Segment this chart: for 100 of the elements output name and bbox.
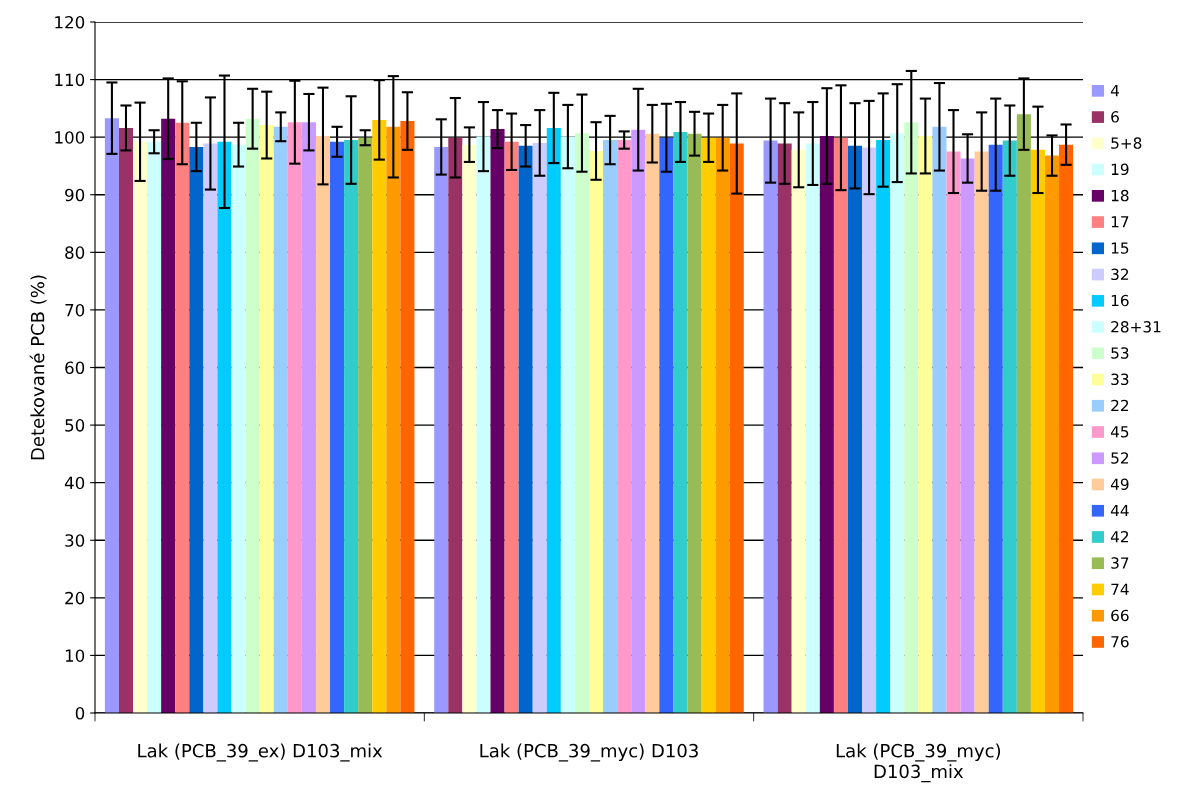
- y-tick-label: 10: [65, 649, 85, 662]
- legend-label: 18: [1111, 189, 1129, 202]
- bar: [217, 141, 232, 713]
- x-tick-label: Lak (PCB_39_myc) D103_mix: [836, 743, 1001, 783]
- legend-label: 37: [1111, 557, 1129, 569]
- bar: [791, 149, 806, 713]
- bar: [819, 136, 834, 713]
- bar: [1030, 149, 1045, 713]
- legend-label: 28+31: [1111, 321, 1161, 333]
- bar: [715, 137, 730, 713]
- bar: [344, 140, 359, 713]
- legend-label: 32: [1111, 268, 1129, 281]
- bar: [960, 158, 975, 713]
- bar: [904, 122, 919, 713]
- bar: [890, 133, 905, 713]
- bar: [1044, 155, 1060, 713]
- bar: [462, 144, 477, 713]
- bar: [301, 122, 316, 713]
- bar: [434, 146, 449, 713]
- y-tick-label: 40: [64, 476, 85, 490]
- bar: [448, 137, 463, 713]
- bar: [805, 143, 820, 713]
- bar: [476, 136, 491, 713]
- bar: [400, 121, 415, 713]
- bar: [946, 151, 961, 713]
- y-tick-label: 60: [65, 361, 85, 375]
- bar: [231, 144, 246, 713]
- bar: [490, 129, 505, 713]
- bar: [386, 126, 401, 713]
- x-tick-label: Lak (PCB_39_ex) D103_mix: [138, 743, 383, 762]
- legend-label: 4: [1110, 85, 1120, 97]
- y-tick-label: 100: [55, 131, 85, 144]
- bar: [876, 140, 891, 713]
- bar: [245, 118, 260, 713]
- bar: [504, 141, 519, 713]
- y-tick-label: 110: [55, 73, 85, 87]
- bar: [988, 144, 1003, 713]
- legend-label: 44: [1110, 504, 1129, 517]
- legend-label: 66: [1111, 609, 1129, 622]
- bar: [118, 127, 134, 713]
- bar: [659, 137, 674, 713]
- bar: [133, 141, 148, 713]
- bar: [603, 140, 618, 713]
- bar: [701, 137, 716, 713]
- y-tick-label: 0: [75, 706, 85, 720]
- bar: [147, 141, 162, 713]
- bar: [862, 147, 877, 713]
- legend-label: 5+8: [1111, 137, 1142, 149]
- y-tick-label: 120: [55, 15, 85, 29]
- legend-label: 16: [1111, 294, 1129, 307]
- bar: [546, 127, 561, 713]
- bar: [372, 119, 387, 713]
- bar: [918, 136, 933, 713]
- bar: [974, 151, 989, 713]
- legend-label: 74: [1111, 583, 1129, 595]
- legend-label: 15: [1111, 242, 1129, 254]
- bar: [589, 150, 604, 713]
- bar: [315, 136, 331, 713]
- legend-label: 22: [1111, 399, 1129, 412]
- y-axis-title: Detekované PCB (%): [29, 275, 47, 460]
- bar: [645, 133, 660, 713]
- bar: [847, 145, 863, 713]
- y-tick-label: 80: [65, 246, 85, 259]
- bar: [777, 143, 792, 713]
- bar: [104, 118, 119, 713]
- y-tick-label: 90: [65, 188, 85, 202]
- legend-label: 17: [1111, 216, 1129, 228]
- bar: [175, 122, 190, 713]
- bar: [1016, 114, 1031, 713]
- legend-label: 6: [1111, 111, 1119, 123]
- bar: [189, 146, 204, 713]
- legend-label: 42: [1110, 530, 1129, 543]
- bar: [833, 137, 848, 713]
- y-tick-label: 30: [65, 534, 85, 547]
- bar: [617, 140, 632, 713]
- bar: [763, 140, 778, 713]
- y-tick-label: 20: [65, 591, 85, 605]
- bar: [259, 125, 274, 713]
- bar: [574, 133, 589, 713]
- legend-label: 33: [1111, 373, 1129, 386]
- bar: [687, 133, 702, 713]
- legend-label: 49: [1110, 478, 1129, 491]
- y-tick-label: 50: [65, 419, 85, 432]
- bar: [358, 137, 373, 713]
- bar: [673, 131, 688, 713]
- bar: [532, 142, 547, 713]
- bar: [330, 141, 345, 713]
- bar: [203, 143, 218, 713]
- bar: [1002, 140, 1017, 713]
- legend-label: 19: [1111, 163, 1129, 176]
- legend-label: 45: [1110, 426, 1129, 438]
- bar: [560, 136, 575, 713]
- legend-label: 76: [1111, 635, 1129, 648]
- bar: [1059, 144, 1074, 713]
- bar: [932, 126, 947, 713]
- y-tick-label: 70: [65, 303, 85, 317]
- bar: [631, 129, 646, 713]
- bar: [273, 126, 288, 713]
- bar: [287, 122, 302, 713]
- legend-label: 53: [1111, 347, 1129, 359]
